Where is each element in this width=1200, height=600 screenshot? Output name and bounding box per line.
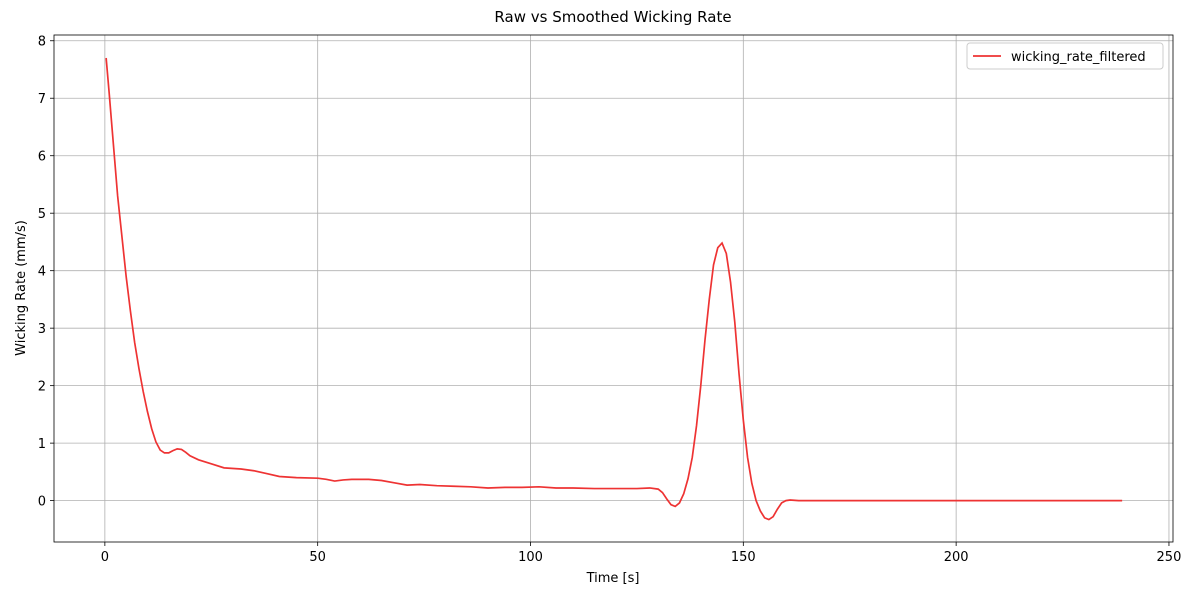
y-axis-label: Wicking Rate (mm/s) <box>14 220 29 356</box>
y-tick-label: 5 <box>38 207 46 222</box>
x-tick-label: 200 <box>944 550 969 565</box>
plot-frame <box>53 34 1174 543</box>
y-tick-label: 8 <box>38 35 46 50</box>
y-tick-label: 0 <box>38 495 46 510</box>
y-tick-label: 6 <box>38 150 46 165</box>
x-tick-label: 0 <box>101 550 109 565</box>
legend-box <box>966 42 1164 70</box>
x-tick-label: 100 <box>518 550 543 565</box>
x-tick-label: 250 <box>1157 550 1182 565</box>
x-tick-label: 150 <box>731 550 756 565</box>
x-axis-label: Time [s] <box>586 571 640 586</box>
y-tick-label: 3 <box>38 322 46 337</box>
legend-label: wicking_rate_filtered <box>1011 50 1146 65</box>
x-tick-label: 50 <box>309 550 326 565</box>
y-tick-label: 2 <box>38 380 46 395</box>
chart-title: Raw vs Smoothed Wicking Rate <box>494 8 731 26</box>
y-tick-label: 4 <box>38 265 46 280</box>
y-tick-label: 7 <box>38 92 46 107</box>
data-line <box>105 57 1123 521</box>
y-tick-label: 1 <box>38 437 46 452</box>
